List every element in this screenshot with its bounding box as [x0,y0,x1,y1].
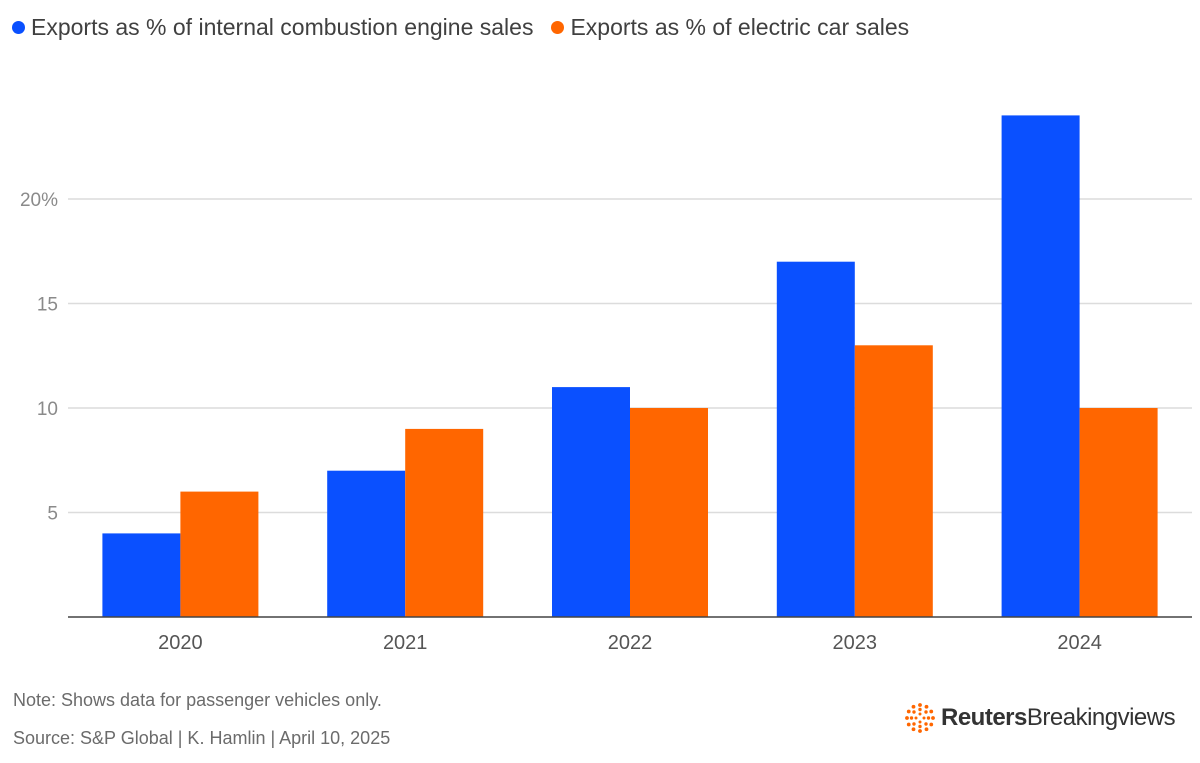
brand-logo: ReutersBreakingviews [905,703,1176,733]
bar-chart: 5 10 15 20% 2020 2021 2022 2023 2024 [20,115,1192,654]
y-tick-label: 5 [47,504,58,525]
y-tick-label: 10 [37,399,58,420]
brand-name-strong: Reuters [941,704,1027,731]
bar-ev-2022 [630,408,708,617]
x-tick-label: 2023 [833,632,878,654]
bar-ev-2020 [180,491,259,617]
x-tick-label: 2021 [383,632,428,654]
bar-ice-2021 [327,470,406,617]
legend-label-ev: Exports as % of electric car sales [570,14,910,40]
y-tick-label: 20% [20,190,58,211]
brand-name-light: Breakingviews [1026,704,1176,731]
bar-ev-2023 [854,345,933,617]
x-tick-label: 2022 [608,632,653,654]
reuters-dots-icon [905,703,935,733]
bar-ice-2024 [1001,115,1080,618]
bar-ice-2022 [552,387,630,617]
legend-swatch-ev [551,21,565,34]
x-tick-label: 2024 [1057,632,1102,654]
bar-ice-2023 [776,261,855,617]
bar-ev-2024 [1079,408,1158,617]
bar-ice-2020 [102,533,181,617]
source-line: Source: S&P Global | K. Hamlin | April 1… [13,728,391,748]
legend-swatch-ice [12,21,25,34]
legend-item-ice: Exports as % of internal combustion engi… [12,14,533,41]
bar-ev-2021 [405,428,484,617]
legend: Exports as % of internal combustion engi… [12,14,909,41]
legend-item-ev: Exports as % of electric car sales [551,14,909,41]
legend-label-ice: Exports as % of internal combustion engi… [31,14,534,40]
y-tick-label: 15 [37,295,58,316]
footnote: Note: Shows data for passenger vehicles … [13,690,382,710]
x-tick-label: 2020 [158,632,203,654]
